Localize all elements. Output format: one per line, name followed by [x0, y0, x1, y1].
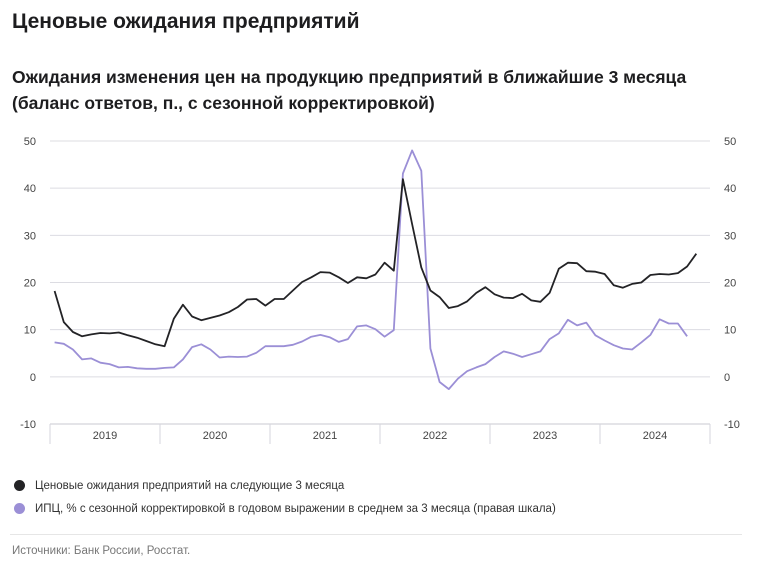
y-tick-label-left: 20 — [24, 278, 36, 290]
y-tick-label-right: 50 — [724, 136, 736, 148]
y-tick-label-left: 0 — [30, 372, 36, 384]
y-tick-label-right: -10 — [724, 419, 740, 431]
x-tick-label: 2024 — [643, 430, 667, 442]
series-line-cpi — [54, 149, 688, 390]
line-chart: 50 40 30 20 10 0 -10 50 40 30 20 10 0 -10 2019 2020 2021… — [20, 136, 740, 444]
y-tick-label-right: 20 — [724, 278, 736, 290]
divider — [10, 534, 742, 535]
y-tick-label-left: 30 — [24, 230, 36, 242]
source-note: Источники: Банк России, Росстат. — [12, 545, 191, 557]
x-tick-label: 2020 — [203, 430, 227, 442]
x-tick-label: 2021 — [313, 430, 337, 442]
x-tick-label: 2019 — [93, 430, 117, 442]
y-tick-label-right: 10 — [724, 325, 736, 337]
y-tick-label-left: -10 — [20, 419, 36, 431]
series-line-expectations — [53, 178, 698, 348]
y-tick-label-right: 0 — [724, 372, 730, 384]
y-tick-label-right: 30 — [724, 230, 736, 242]
legend-item-cpi[interactable]: ИПЦ, % с сезонной корректировкой в годов… — [14, 497, 556, 520]
page-title: Ценовые ожидания предприятий — [12, 10, 360, 33]
legend: Ценовые ожидания предприятий на следующи… — [14, 474, 556, 520]
legend-label: ИПЦ, % с сезонной корректировкой в годов… — [35, 502, 556, 515]
y-tick-label-right: 40 — [724, 183, 736, 195]
legend-dot-icon — [14, 480, 25, 491]
legend-label: Ценовые ожидания предприятий на следующи… — [35, 479, 345, 492]
y-tick-label-left: 10 — [24, 325, 36, 337]
legend-dot-icon — [14, 503, 25, 514]
chart-subtitle: Ожидания изменения цен на продукцию пред… — [12, 67, 687, 113]
x-tick-label: 2022 — [423, 430, 447, 442]
legend-item-expectations[interactable]: Ценовые ожидания предприятий на следующи… — [14, 474, 556, 497]
y-tick-label-left: 50 — [24, 136, 36, 148]
x-tick-label: 2023 — [533, 430, 557, 442]
y-tick-label-left: 40 — [24, 183, 36, 195]
